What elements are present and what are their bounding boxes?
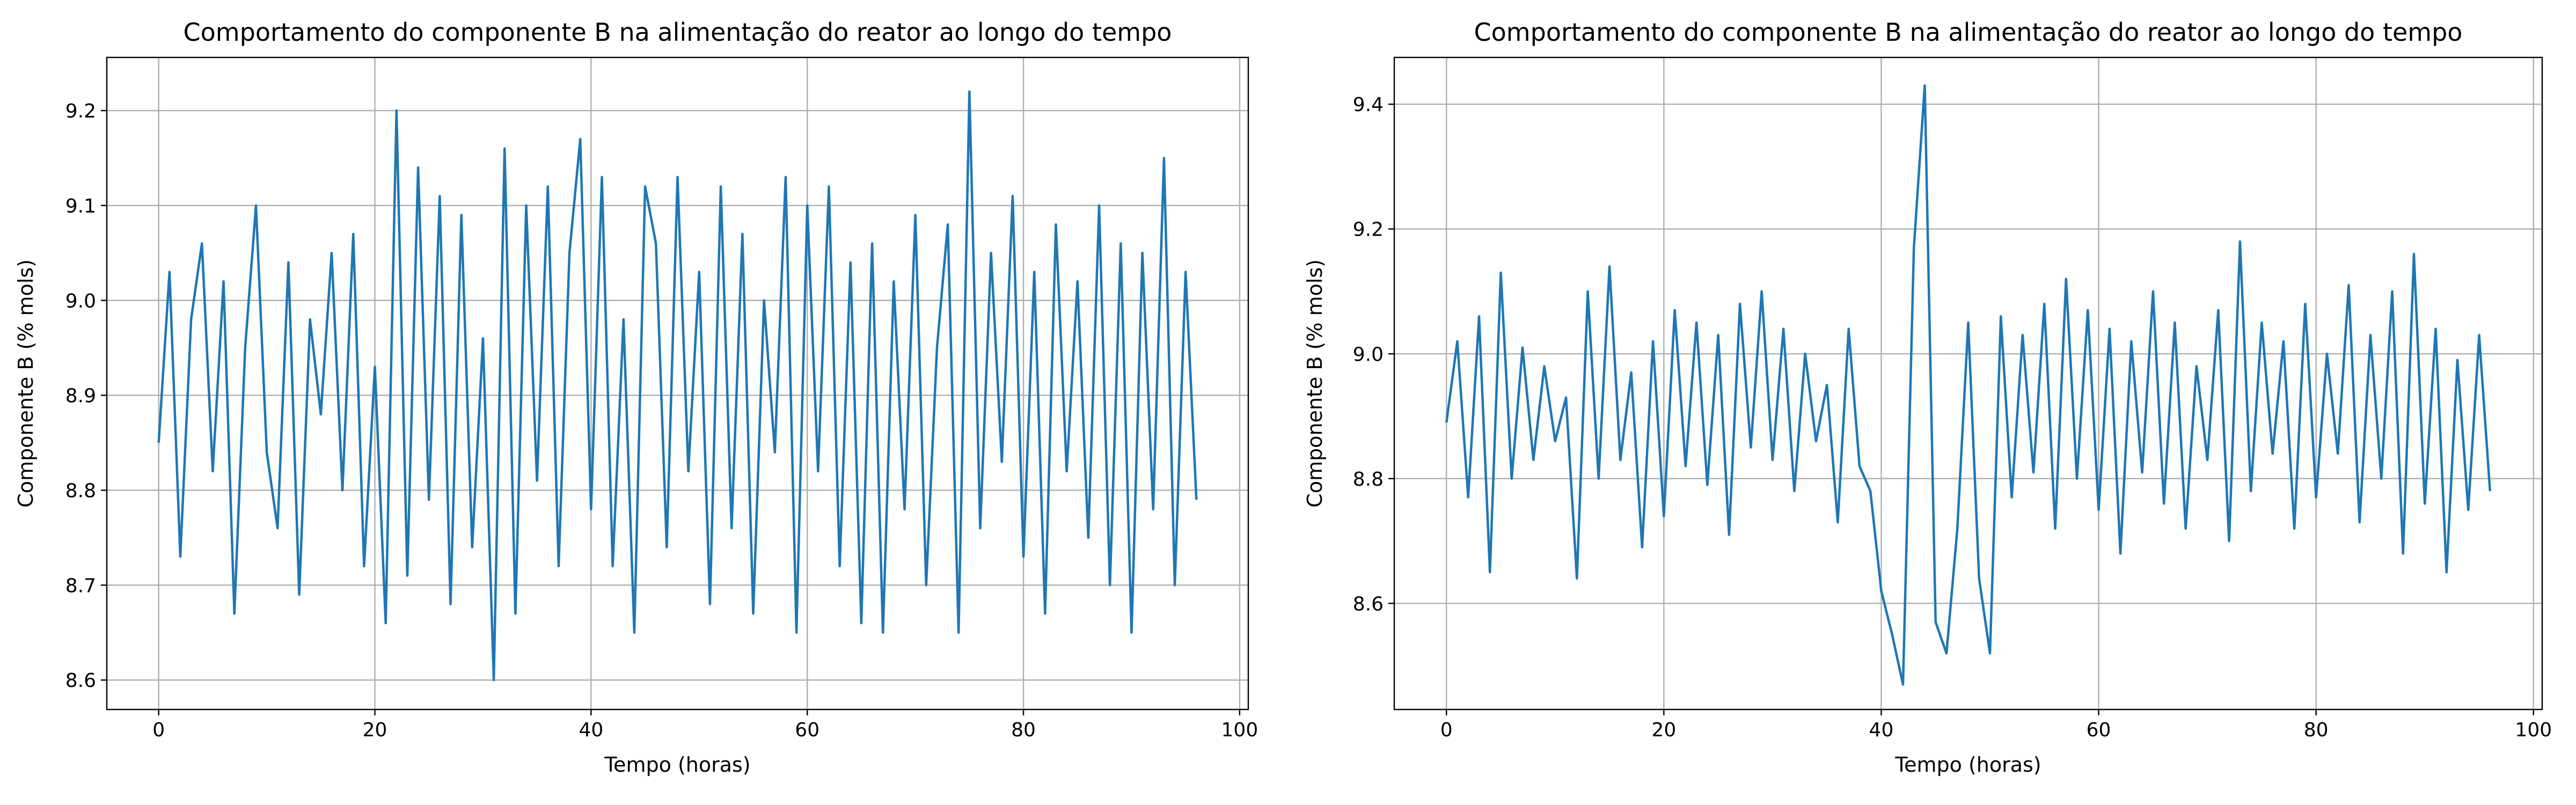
x-tick-label: 0 <box>1440 719 1453 741</box>
y-tick-label: 9.2 <box>1353 219 1384 241</box>
x-tick-label: 60 <box>2087 719 2111 741</box>
chart-title: Comportamento do componente B na aliment… <box>184 18 1172 47</box>
data-line <box>157 90 1198 682</box>
y-axis-label: Componente B (% mols) <box>14 259 38 508</box>
x-tick-label: 20 <box>363 719 387 741</box>
y-tick-label: 9.4 <box>1353 94 1384 116</box>
data-line <box>1445 84 2492 686</box>
chart: 0 20 40 60 80 100 8.6 8.8 9.0 9.2 9.4 Comportamento… <box>1303 18 2552 777</box>
y-tick-label: 9.0 <box>65 290 96 312</box>
y-axis-label: Componente B (% mols) <box>1303 259 1327 508</box>
x-tick-label: 100 <box>1221 719 1258 741</box>
x-tick-label: 100 <box>2515 719 2552 741</box>
plot-frame <box>106 56 1249 711</box>
x-tick-label: 60 <box>795 719 819 741</box>
y-tick-label: 9.2 <box>65 100 96 122</box>
y-tick-label: 9.0 <box>1353 343 1384 365</box>
x-tick-label: 80 <box>2304 719 2329 741</box>
x-tick-label: 20 <box>1651 719 1676 741</box>
y-tick-label: 8.6 <box>65 670 96 692</box>
y-tick-label: 8.6 <box>1353 593 1384 615</box>
y-tick-label: 8.7 <box>65 575 96 597</box>
plot-frame <box>1393 56 2543 711</box>
x-axis-label: Tempo (horas) <box>1894 753 2041 777</box>
chart: 0 20 40 60 80 100 8.6 8.7 8.8 8.9 9.0 9.1 9.2 Comport… <box>14 18 1258 777</box>
chart-title: Comportamento do componente B na aliment… <box>1474 18 2463 47</box>
y-tick-label: 9.1 <box>65 195 96 217</box>
x-tick-label: 40 <box>579 719 603 741</box>
y-tick-label: 8.9 <box>65 385 96 407</box>
x-tick-label: 40 <box>1869 719 1894 741</box>
y-tick-label: 8.8 <box>1353 469 1384 491</box>
y-tick-label: 8.8 <box>65 480 96 502</box>
x-tick-label: 80 <box>1011 719 1036 741</box>
x-tick-label: 0 <box>152 719 165 741</box>
x-axis-label: Tempo (horas) <box>604 753 750 777</box>
